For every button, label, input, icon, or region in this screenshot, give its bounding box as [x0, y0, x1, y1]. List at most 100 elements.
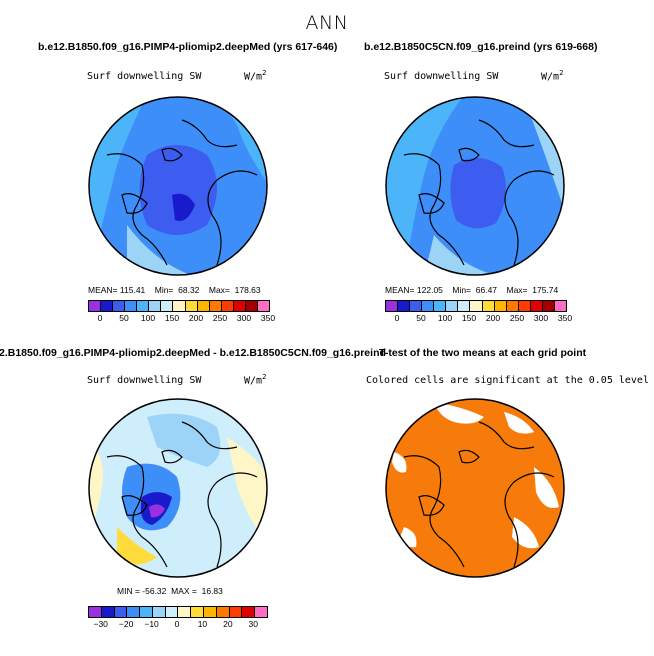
- colorbar-tick-label: 50: [416, 313, 426, 323]
- colorbar-tick-label: 250: [212, 313, 228, 323]
- colorbar-tick-label: 350: [557, 313, 573, 323]
- panel1-units: W/m2: [244, 69, 267, 83]
- panel2-colorbar: [385, 300, 567, 312]
- colorbar-swatch: [221, 301, 234, 311]
- panel4-nonsignificant-3: [534, 467, 559, 508]
- colorbar-swatch: [494, 301, 507, 311]
- panel1-field-mid: [139, 145, 217, 235]
- colorbar-swatch: [125, 301, 138, 311]
- figure-title: ANN: [305, 12, 349, 34]
- panel1-field-pale: [127, 225, 197, 275]
- colorbar-tick-label: 200: [485, 313, 501, 323]
- colorbar-swatch: [255, 607, 267, 617]
- panel1-field-low: [172, 193, 195, 221]
- colorbar-swatch: [233, 301, 246, 311]
- panel3-colorbar: [88, 606, 268, 618]
- colorbar-tick-label: 150: [461, 313, 477, 323]
- colorbar-swatch: [178, 607, 192, 617]
- colorbar-tick-label: 300: [533, 313, 549, 323]
- panel1-coastlines: [106, 119, 258, 266]
- panel4-nonsignificant-1: [434, 402, 484, 424]
- colorbar-swatch: [506, 301, 519, 311]
- panel4-map: [385, 398, 565, 578]
- colorbar-swatch: [197, 301, 210, 311]
- colorbar-swatch: [209, 301, 222, 311]
- panel3-field-neg-light: [147, 413, 221, 467]
- panel3-field-pos-2: [227, 437, 267, 547]
- colorbar-swatch: [185, 301, 198, 311]
- colorbar-swatch: [398, 301, 411, 311]
- panel3-field-neg-max: [149, 504, 165, 518]
- panel4-coastlines: [403, 421, 555, 568]
- colorbar-swatch: [542, 301, 555, 311]
- colorbar-swatch: [242, 607, 256, 617]
- colorbar-tick-label: 300: [236, 313, 252, 323]
- panel4-nonsignificant-5: [392, 452, 407, 473]
- colorbar-swatch: [482, 301, 495, 311]
- colorbar-tick-label: −30: [93, 619, 108, 629]
- colorbar-swatch: [89, 607, 102, 617]
- panel1-map-border: [88, 96, 268, 276]
- colorbar-swatch: [173, 301, 186, 311]
- colorbar-swatch: [137, 301, 150, 311]
- colorbar-swatch: [165, 607, 179, 617]
- colorbar-swatch: [422, 301, 435, 311]
- panel2-stats: MEAN= 122.05 Min= 66.47 Max= 175.74: [385, 285, 559, 295]
- panel2-map: [385, 96, 565, 276]
- colorbar-swatch: [245, 301, 258, 311]
- panel1-variable: Surf downwelling SW: [87, 71, 202, 82]
- colorbar-swatch: [161, 301, 174, 311]
- panel2-variable: Surf downwelling SW: [384, 71, 499, 82]
- panel4-note: Colored cells are significant at the 0.0…: [366, 375, 649, 386]
- colorbar-tick-label: 0: [97, 313, 103, 323]
- colorbar-swatch: [530, 301, 543, 311]
- colorbar-swatch: [101, 301, 114, 311]
- colorbar-tick-label: 0: [394, 313, 400, 323]
- colorbar-swatch: [386, 301, 399, 311]
- panel4-title: T-test of the two means at each grid poi…: [379, 347, 587, 359]
- panel4-nonsignificant-4: [512, 517, 539, 549]
- colorbar-swatch: [257, 301, 269, 311]
- panel2-coastlines: [403, 119, 555, 266]
- colorbar-swatch: [101, 607, 115, 617]
- colorbar-tick-label: 350: [260, 313, 276, 323]
- panel3-map: [88, 398, 268, 578]
- colorbar-swatch: [140, 607, 153, 617]
- panel3-coastlines: [106, 421, 258, 568]
- colorbar-swatch: [204, 607, 217, 617]
- panel2-field-mid: [450, 157, 506, 229]
- panel2-units: W/m2: [541, 69, 564, 83]
- colorbar-tick-label: 250: [509, 313, 525, 323]
- panel2-map-border: [385, 96, 565, 276]
- panel1-title: b.e12.B1850.f09_g16.PIMP4-pliomip2.deepM…: [38, 41, 338, 53]
- colorbar-swatch: [127, 607, 141, 617]
- panel3-field-pos-3: [117, 527, 157, 565]
- colorbar-tick-label: −10: [144, 619, 159, 629]
- panel3-stats: MIN = -56.32 MAX = 16.83: [117, 586, 223, 596]
- colorbar-swatch: [229, 607, 243, 617]
- panel3-units: W/m2: [244, 373, 267, 387]
- panel1-stats: MEAN= 115.41 Min= 68.32 Max= 178.63: [88, 285, 261, 295]
- panel3-map-border: [88, 398, 268, 578]
- colorbar-swatch: [458, 301, 471, 311]
- colorbar-tick-label: 50: [119, 313, 129, 323]
- colorbar-tick-label: −20: [118, 619, 134, 629]
- colorbar-swatch: [518, 301, 531, 311]
- colorbar-swatch: [114, 607, 128, 617]
- panel1-map: [88, 96, 268, 276]
- colorbar-swatch: [191, 607, 205, 617]
- colorbar-swatch: [446, 301, 459, 311]
- colorbar-swatch: [149, 301, 162, 311]
- panel3-variable: Surf downwelling SW: [87, 375, 202, 386]
- colorbar-tick-label: 150: [164, 313, 180, 323]
- panel3-title: 2.B1850.f09_g16.PIMP4-pliomip2.deepMed -…: [0, 347, 386, 359]
- panel4-nonsignificant-2: [504, 412, 534, 434]
- colorbar-tick-label: 100: [140, 313, 156, 323]
- colorbar-swatch: [89, 301, 102, 311]
- colorbar-swatch: [216, 607, 230, 617]
- colorbar-swatch: [434, 301, 447, 311]
- colorbar-swatch: [470, 301, 483, 311]
- colorbar-swatch: [152, 607, 166, 617]
- colorbar-swatch: [554, 301, 566, 311]
- colorbar-tick-label: 10: [197, 619, 208, 629]
